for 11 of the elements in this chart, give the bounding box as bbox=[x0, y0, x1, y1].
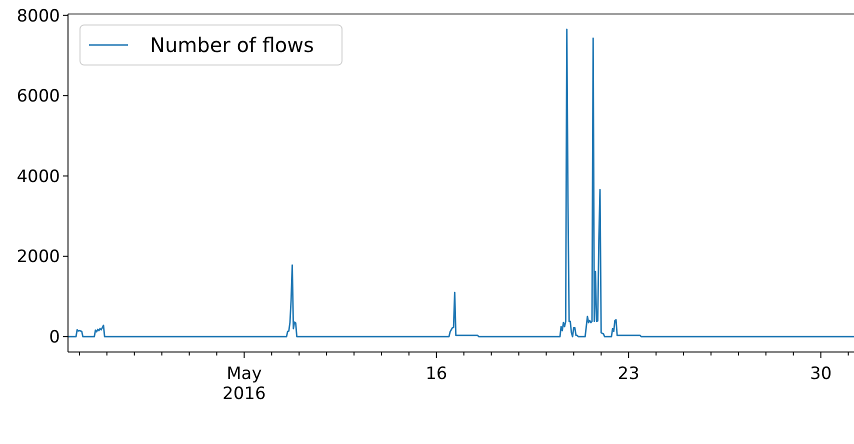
y-tick-label: 6000 bbox=[16, 86, 60, 107]
x-tick-label: 30 bbox=[810, 364, 832, 384]
y-tick-label: 0 bbox=[49, 328, 60, 348]
x-tick-label: 16 bbox=[426, 364, 448, 384]
y-tick-label: 2000 bbox=[16, 247, 60, 268]
y-tick-label: 8000 bbox=[16, 6, 60, 26]
x-tick-label: May 2016 bbox=[222, 364, 266, 404]
x-tick-label: 23 bbox=[618, 364, 640, 384]
y-tick-label: 4000 bbox=[16, 166, 60, 187]
legend-label: Number of flows bbox=[150, 33, 314, 57]
line-series bbox=[68, 28, 854, 338]
